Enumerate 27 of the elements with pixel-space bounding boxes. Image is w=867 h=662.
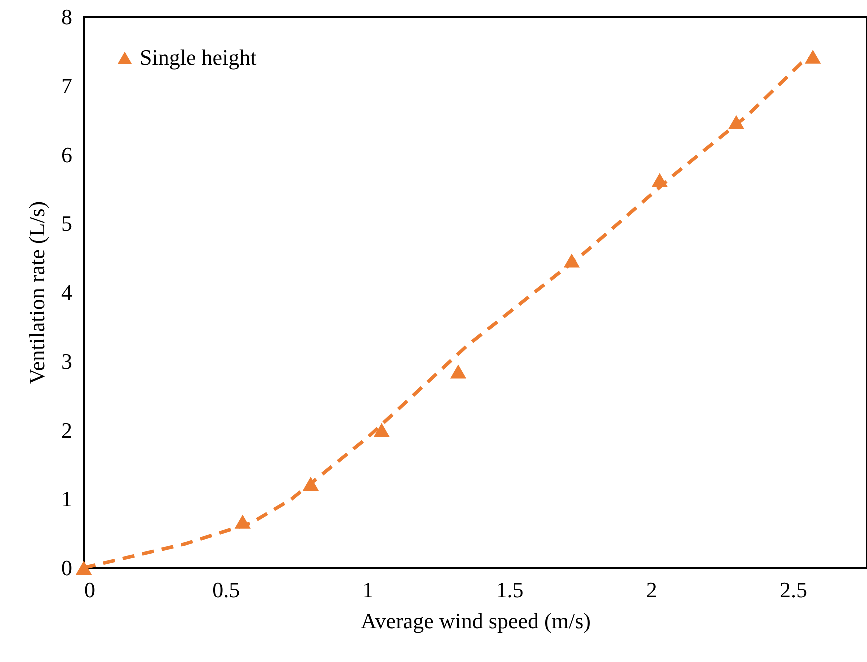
- point: [564, 254, 580, 268]
- point: [728, 115, 745, 130]
- x-axis-title: Average wind speed (m/s): [361, 608, 591, 634]
- point: [234, 514, 251, 529]
- x-tick-label: 1.5: [496, 578, 524, 602]
- y-tick-label: 8: [62, 4, 72, 30]
- y-tick-label: 3: [62, 348, 72, 374]
- point: [302, 476, 320, 491]
- x-tick-label: 2: [646, 578, 658, 602]
- y-tick-label: 5: [62, 211, 72, 236]
- x-tick-label: 0: [84, 578, 96, 602]
- point: [374, 423, 390, 438]
- point: [652, 173, 668, 188]
- x-tick-label: 2.5: [780, 578, 808, 602]
- x-tick-label: 1: [362, 578, 374, 602]
- y-tick-label: 0: [62, 556, 72, 580]
- x-tick-label: 0.5: [212, 578, 240, 602]
- point: [76, 561, 92, 575]
- y-tick-label: 1: [62, 486, 72, 512]
- y-axis-title: Ventilation rate (L/s): [24, 201, 50, 385]
- y-tick-label: 4: [62, 280, 72, 305]
- point: [805, 50, 822, 64]
- y-tick-label: 7: [62, 73, 72, 98]
- legend-label: Single height: [140, 45, 257, 70]
- y-tick-label: 6: [62, 142, 72, 168]
- point: [450, 364, 467, 379]
- y-tick-label: 2: [62, 418, 72, 443]
